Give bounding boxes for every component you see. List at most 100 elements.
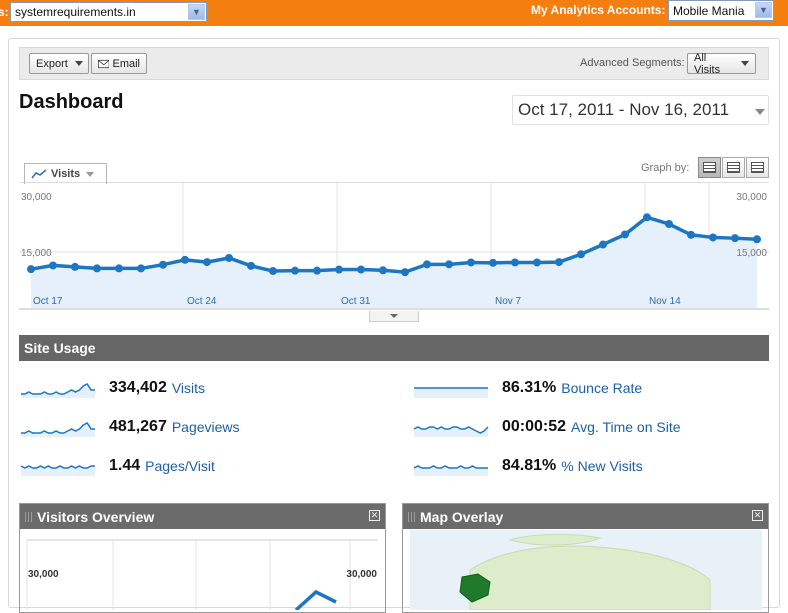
data-point[interactable] [687,230,695,239]
site-select[interactable]: systemrequirements.in ▼ [10,2,207,22]
caret-down-icon [86,171,95,177]
sparkline-line [413,426,489,434]
data-point[interactable] [71,262,79,271]
caret-down-icon[interactable] [755,109,765,115]
chevron-down-icon[interactable]: ▼ [188,4,205,20]
data-point[interactable] [379,266,387,275]
data-point[interactable] [225,253,233,262]
site-usage-item: 334,402 Visits [19,377,205,399]
data-point[interactable] [181,255,189,264]
sparkline-line [21,383,95,395]
segment-select[interactable]: All Visits [687,52,756,76]
close-icon[interactable]: ✕ [369,510,380,521]
graph-by-day-button[interactable] [698,157,721,178]
email-button[interactable]: Email [91,53,147,74]
sparkline-area [21,466,95,476]
data-point[interactable] [533,258,541,267]
x-tick-label: Oct 31 [341,296,371,307]
data-point[interactable] [643,213,651,222]
chart-collapse-handle[interactable] [369,311,419,322]
sparkline [21,422,95,437]
map-overlay-header[interactable]: Map Overlay [403,504,768,529]
data-point[interactable] [137,264,145,273]
data-point[interactable] [555,258,563,267]
visits-chart: 30,000 15,000 30,000 15,000 Oct 17 Oct 24 Oct … [19,182,769,314]
site-usage-header: Site Usage [19,335,769,361]
sparkline [21,383,95,398]
world-map[interactable] [410,530,762,610]
data-point[interactable] [93,264,101,273]
sparkline [20,465,95,476]
graph-by-month-button[interactable] [746,157,769,178]
data-point[interactable] [753,235,761,244]
email-label: Email [112,57,140,70]
close-icon[interactable]: ✕ [752,510,763,521]
site-prefix: s: [0,5,9,19]
account-select[interactable]: Mobile Mania ▼ [668,0,774,21]
site-usage-item: 00:00:52 Avg. Time on Site [412,416,681,438]
data-point[interactable] [445,260,453,269]
data-point[interactable] [511,258,519,267]
data-point[interactable] [49,261,57,270]
metric-label-link[interactable]: Pageviews [171,419,240,435]
drag-handle-icon[interactable] [25,511,33,522]
visits-series-line [30,215,758,274]
region-marker[interactable] [459,573,491,603]
metric-label-link[interactable]: Bounce Rate [561,380,643,396]
month-icon [751,162,764,173]
data-point[interactable] [313,266,321,275]
data-point[interactable] [357,265,365,274]
data-point[interactable] [467,258,475,267]
drag-handle-icon[interactable] [408,511,416,522]
chevron-down-icon[interactable]: ▼ [755,2,772,18]
x-tick-label: Oct 17 [33,296,63,307]
graph-by-week-button[interactable] [722,157,745,178]
data-point[interactable] [401,268,409,277]
data-point[interactable] [731,234,739,243]
visitors-overview-widget: Visitors Overview ✕ 30,000 30,000 [19,503,386,613]
metric-selector[interactable]: Visits [24,163,107,184]
map-overlay-title: Map Overlay [420,508,504,525]
site-usage-item: 86.31% Bounce Rate [412,377,642,399]
metric-label-link[interactable]: Avg. Time on Site [571,419,681,435]
metric-selector-label: Visits [51,168,81,180]
data-point[interactable] [621,230,629,239]
data-point[interactable] [489,258,497,267]
data-point[interactable] [665,220,673,228]
data-point[interactable] [159,260,167,269]
map-overlay-widget: Map Overlay ✕ [402,503,769,613]
metric-label-link[interactable]: Pages/Visit [145,458,215,474]
data-point[interactable] [335,265,343,274]
data-point[interactable] [203,258,211,267]
data-point[interactable] [27,265,35,274]
day-icon [703,162,716,173]
sparkline-line [21,422,95,434]
visitors-overview-header[interactable]: Visitors Overview [20,504,385,529]
export-label: Export [36,57,68,70]
caret-down-icon [390,314,398,318]
data-point[interactable] [709,233,717,242]
site-usage-item: 481,267 Pageviews [19,416,240,438]
sparkline [414,387,488,398]
data-point[interactable] [291,266,299,275]
caret-down-icon [74,61,83,66]
data-point[interactable] [599,240,607,249]
data-point[interactable] [247,261,255,270]
site-usage-item: 1.44 Pages/Visit [19,455,215,477]
y-tick-label-left: 30,000 [21,192,52,203]
data-point[interactable] [423,260,431,269]
account-select-value: Mobile Mania [673,3,745,18]
data-point[interactable] [115,264,123,273]
envelope-icon [98,59,110,68]
x-tick-label: Nov 14 [649,296,681,307]
line-chart-icon [31,169,47,179]
date-range-picker[interactable]: Oct 17, 2011 - Nov 16, 2011 [512,95,769,125]
metric-label-link[interactable]: % New Visits [561,458,643,474]
graph-by-label: Graph by: [641,162,690,174]
metric-value: 481,267 [109,418,167,435]
visitors-overview-title: Visitors Overview [37,508,155,525]
data-point[interactable] [269,267,277,276]
data-point[interactable] [577,250,585,259]
export-button[interactable]: Export [29,53,89,74]
metric-label-link[interactable]: Visits [171,380,206,396]
